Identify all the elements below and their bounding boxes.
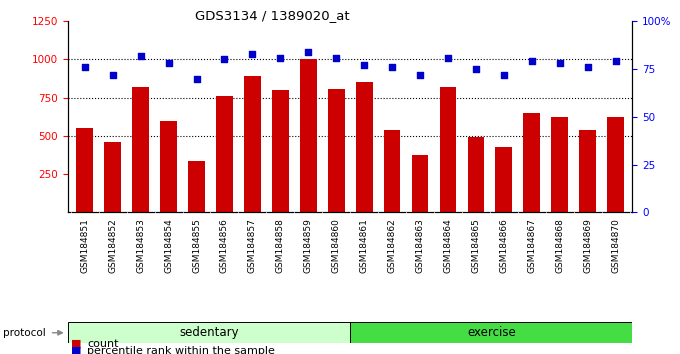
Bar xyxy=(439,87,456,212)
Text: GSM184853: GSM184853 xyxy=(136,218,145,273)
Text: GSM184859: GSM184859 xyxy=(304,218,313,273)
Bar xyxy=(468,137,484,212)
Bar xyxy=(356,82,373,212)
Point xyxy=(107,72,118,78)
Point xyxy=(498,72,509,78)
Text: GSM184855: GSM184855 xyxy=(192,218,201,273)
Bar xyxy=(328,88,345,212)
Point xyxy=(80,64,90,70)
Text: GSM184863: GSM184863 xyxy=(415,218,424,273)
Text: GSM184869: GSM184869 xyxy=(583,218,592,273)
Text: GSM184857: GSM184857 xyxy=(248,218,257,273)
Point xyxy=(443,55,454,61)
Text: GSM184852: GSM184852 xyxy=(108,218,117,273)
Point xyxy=(359,62,370,68)
Point xyxy=(387,64,398,70)
Point xyxy=(554,61,565,66)
Text: GSM184858: GSM184858 xyxy=(276,218,285,273)
Text: GSM184856: GSM184856 xyxy=(220,218,229,273)
Text: GSM184870: GSM184870 xyxy=(611,218,620,273)
Bar xyxy=(133,87,149,212)
Text: count: count xyxy=(87,339,118,349)
Bar xyxy=(496,147,512,212)
Bar xyxy=(551,117,568,212)
Bar xyxy=(104,142,121,212)
Text: ■: ■ xyxy=(71,339,82,349)
Text: GSM184854: GSM184854 xyxy=(164,218,173,273)
Bar xyxy=(300,59,317,212)
Point xyxy=(471,66,481,72)
Point xyxy=(610,58,621,64)
Bar xyxy=(579,130,596,212)
Bar xyxy=(384,130,401,212)
Text: protocol: protocol xyxy=(3,328,46,338)
Text: exercise: exercise xyxy=(467,326,515,339)
Text: sedentary: sedentary xyxy=(180,326,239,339)
Bar xyxy=(272,90,289,212)
Text: GSM184866: GSM184866 xyxy=(499,218,509,273)
Text: GDS3134 / 1389020_at: GDS3134 / 1389020_at xyxy=(194,9,350,22)
Text: GSM184865: GSM184865 xyxy=(471,218,481,273)
Point xyxy=(330,55,341,61)
Point xyxy=(526,58,537,64)
Point xyxy=(582,64,593,70)
Bar xyxy=(350,322,632,343)
Bar xyxy=(244,76,261,212)
Text: GSM184860: GSM184860 xyxy=(332,218,341,273)
Point xyxy=(163,61,174,66)
Text: GSM184851: GSM184851 xyxy=(80,218,89,273)
Bar xyxy=(68,322,350,343)
Text: GSM184861: GSM184861 xyxy=(360,218,369,273)
Bar xyxy=(76,127,93,212)
Bar xyxy=(411,155,428,212)
Bar xyxy=(524,113,540,212)
Point xyxy=(275,55,286,61)
Bar xyxy=(160,121,177,212)
Point xyxy=(219,57,230,62)
Text: ■: ■ xyxy=(71,346,82,354)
Bar xyxy=(188,161,205,212)
Text: GSM184862: GSM184862 xyxy=(388,218,396,273)
Point xyxy=(247,51,258,57)
Text: GSM184867: GSM184867 xyxy=(527,218,537,273)
Text: GSM184868: GSM184868 xyxy=(556,218,564,273)
Point xyxy=(135,53,146,58)
Point xyxy=(303,49,313,55)
Text: GSM184864: GSM184864 xyxy=(443,218,452,273)
Bar xyxy=(216,96,233,212)
Point xyxy=(415,72,426,78)
Point xyxy=(191,76,202,81)
Bar xyxy=(607,117,624,212)
Text: percentile rank within the sample: percentile rank within the sample xyxy=(87,346,275,354)
